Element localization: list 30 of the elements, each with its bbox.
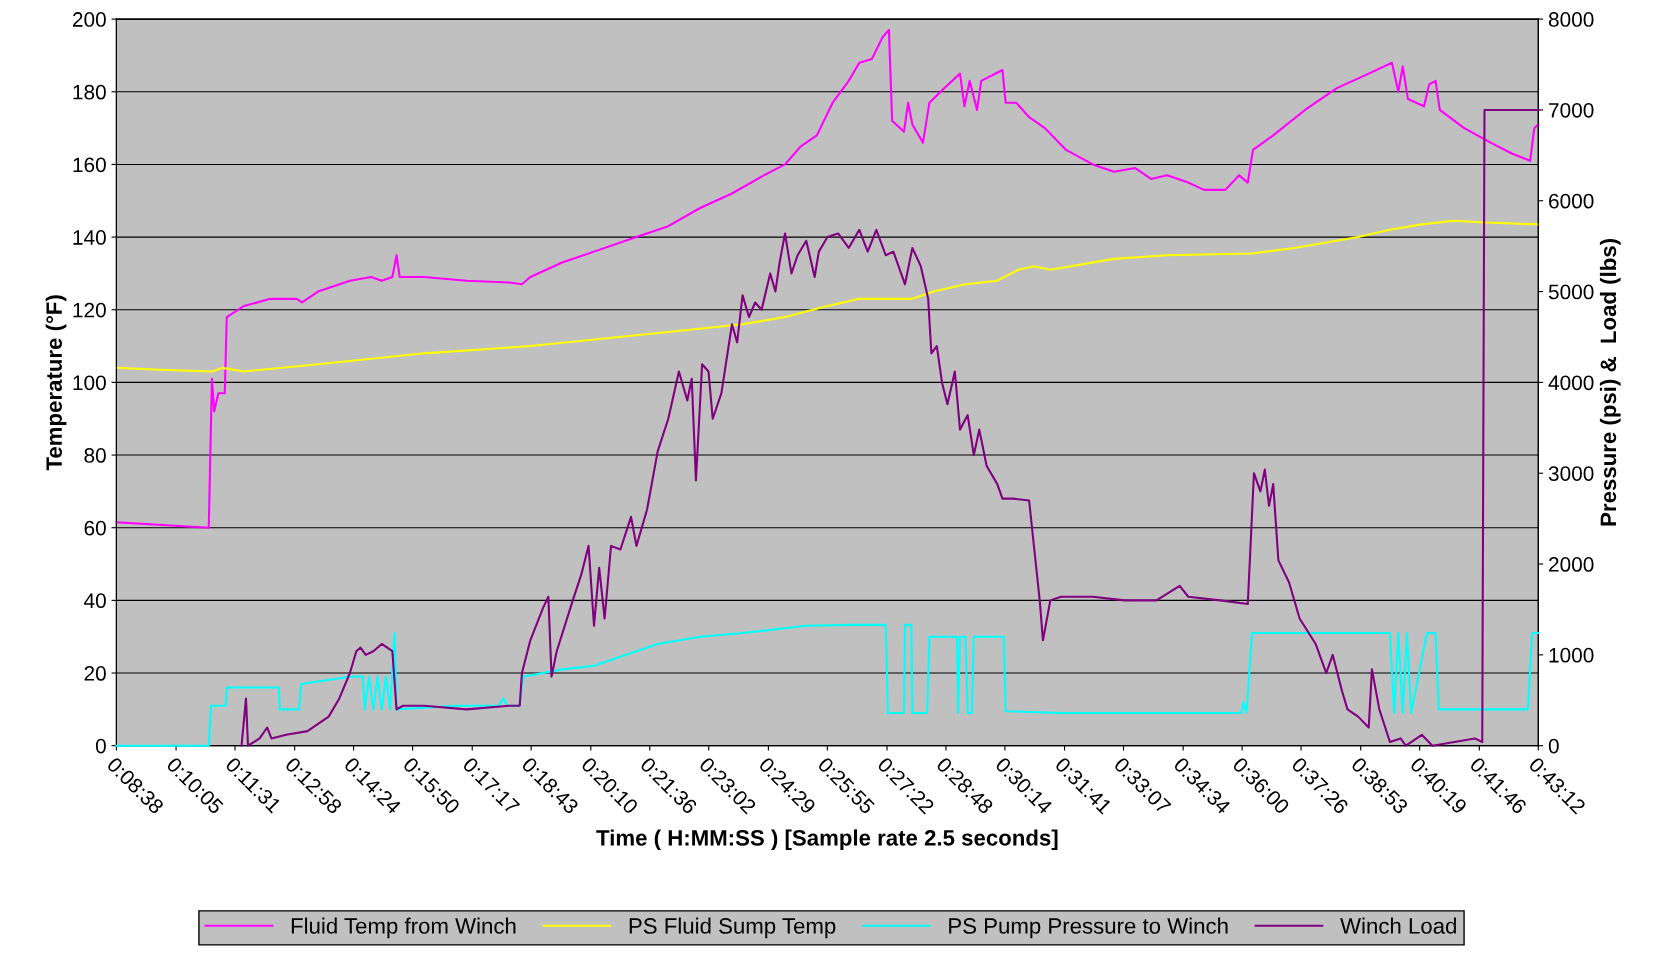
y2-tick-label: 3000	[1548, 466, 1594, 481]
y2-tick-label: 7000	[1549, 102, 1594, 118]
legend-label: PS Pump Pressure to Winch	[949, 917, 1228, 939]
y-tick-label: 180	[73, 84, 106, 100]
line-series	[115, 28, 1540, 529]
y-tick-label: 40	[84, 593, 106, 609]
y-tick-label: 80	[84, 448, 106, 463]
y2-tick-label: 4000	[1548, 375, 1594, 391]
y2-tick-label: 2000	[1549, 557, 1594, 572]
legend-label: Winch Load	[1340, 917, 1456, 934]
y-tick-label: 160	[73, 157, 106, 173]
y-tick-label: 0	[95, 738, 106, 754]
y2-tick-label: 0	[1548, 738, 1559, 754]
line-series	[240, 108, 1540, 747]
y2-tick-label: 5000	[1548, 284, 1594, 300]
legend-label: PS Fluid Sump Temp	[629, 917, 836, 939]
x-axis-title: Time ( H:MM:SS ) [Sample rate 2.5 seconds]	[596, 829, 1058, 851]
y2-tick-label: 6000	[1549, 193, 1594, 209]
y-tick-label: 140	[73, 230, 106, 245]
y2-tick-label: 1000	[1549, 647, 1594, 663]
y2-tick-label: 8000	[1548, 12, 1594, 27]
legend-label: Fluid Temp from Winch	[291, 917, 516, 939]
y-tick-label: 60	[84, 520, 106, 536]
line-series	[115, 219, 1540, 373]
y-tick-label: 20	[84, 666, 106, 681]
y-axis-title: Temperature (°F)	[45, 295, 67, 471]
y-tick-label: 200	[72, 12, 106, 27]
y-tick-label: 120	[73, 302, 106, 318]
y2-axis-title: Pressure (psi) & Load (lbs)	[1599, 239, 1621, 526]
y-tick-label: 100	[73, 375, 106, 391]
